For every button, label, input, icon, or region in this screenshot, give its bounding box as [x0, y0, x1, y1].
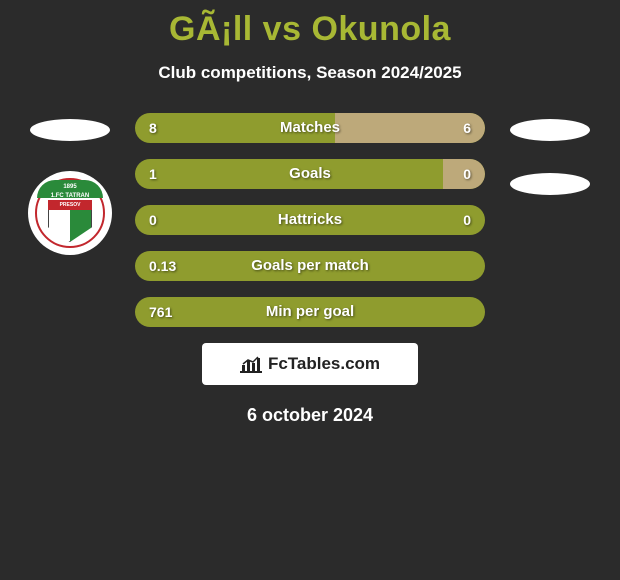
team-badge-inner: 1895 1.FC TATRAN PRESOV [35, 178, 105, 248]
page-title: GÃ¡ll vs Okunola [0, 0, 620, 49]
bar-row-goals-per-match: 0.13 Goals per match [135, 251, 485, 281]
bar-row-min-per-goal: 761 Min per goal [135, 297, 485, 327]
right-team-column [500, 113, 600, 195]
date-text: 6 october 2024 [0, 405, 620, 426]
bar-row-goals: 1 Goals 0 [135, 159, 485, 189]
bar-label: Goals per match [135, 251, 485, 281]
team-badge-tatran: 1895 1.FC TATRAN PRESOV [28, 171, 112, 255]
source-logo-box: FcTables.com [202, 343, 418, 385]
team-badge-year: 1895 [63, 184, 76, 190]
team-badge-shield: PRESOV [48, 200, 92, 242]
bar-row-matches: 8 Matches 6 [135, 113, 485, 143]
bar-label: Hattricks [135, 205, 485, 235]
chart-area: 1895 1.FC TATRAN PRESOV 8 Matches 6 [0, 113, 620, 327]
comparison-bars: 8 Matches 6 1 Goals 0 0 Hattricks 0 0.13… [135, 113, 485, 327]
chart-icon [240, 355, 262, 373]
placeholder-ellipse-right-1 [510, 119, 590, 141]
left-team-column: 1895 1.FC TATRAN PRESOV [20, 113, 120, 255]
bar-right-value: 0 [463, 159, 471, 189]
placeholder-ellipse-left [30, 119, 110, 141]
team-badge-band: PRESOV [48, 200, 92, 210]
bar-label: Matches [135, 113, 485, 143]
bar-label: Goals [135, 159, 485, 189]
bar-label: Min per goal [135, 297, 485, 327]
bar-right-value: 0 [463, 205, 471, 235]
team-badge-top-text: 1895 1.FC TATRAN [37, 180, 103, 198]
placeholder-ellipse-right-2 [510, 173, 590, 195]
team-badge-club: 1.FC TATRAN [51, 193, 89, 199]
bar-row-hattricks: 0 Hattricks 0 [135, 205, 485, 235]
bar-right-value: 6 [463, 113, 471, 143]
page-subtitle: Club competitions, Season 2024/2025 [0, 63, 620, 83]
source-logo-text: FcTables.com [268, 354, 380, 374]
infographic-container: GÃ¡ll vs Okunola Club competitions, Seas… [0, 0, 620, 580]
